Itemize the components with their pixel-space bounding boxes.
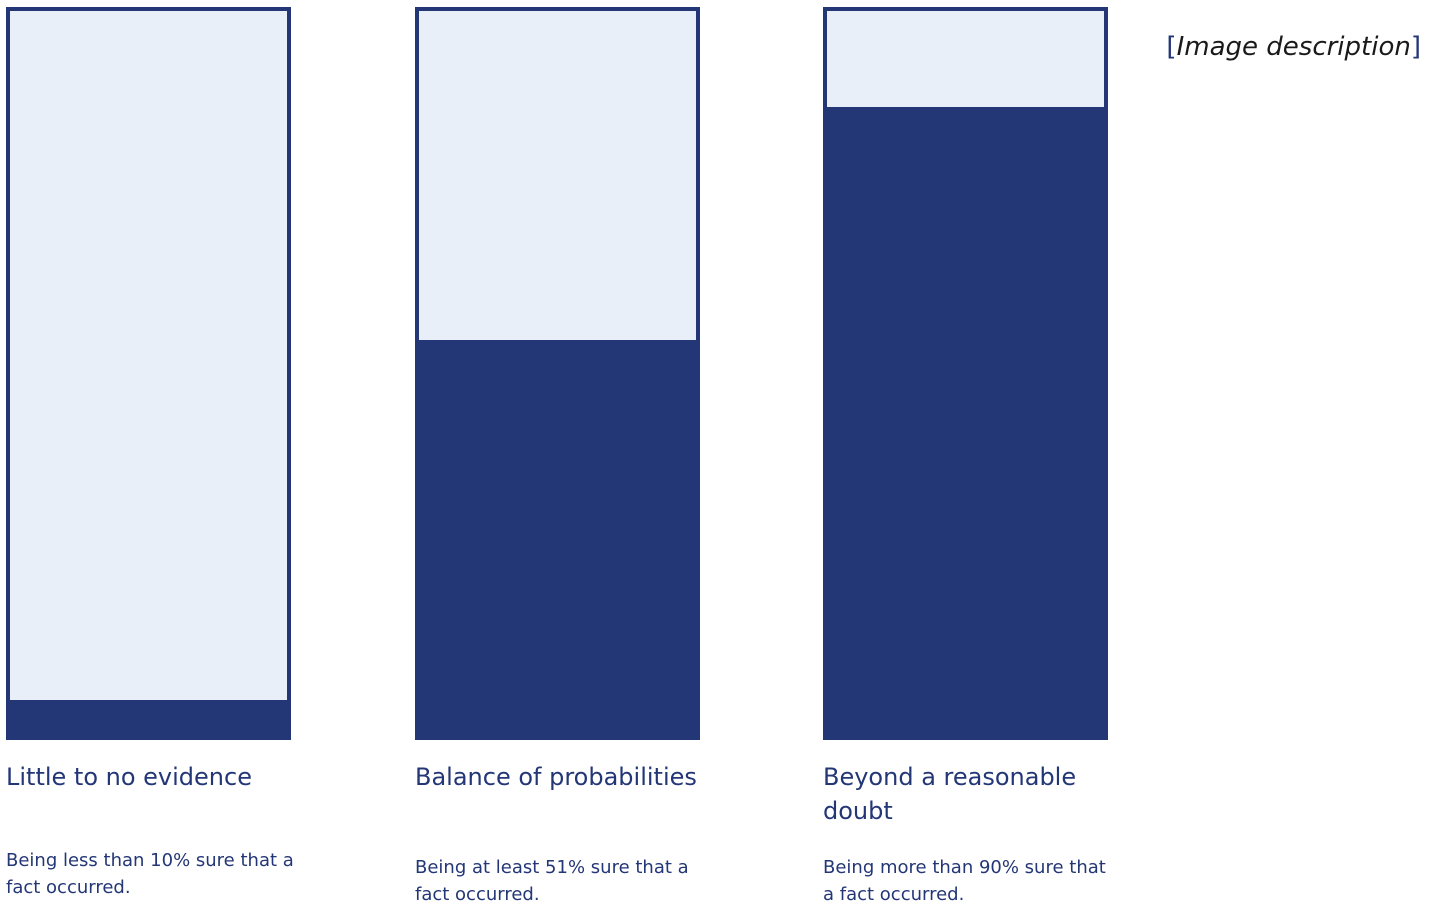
image-description-link[interactable]: [Image description]	[1166, 32, 1421, 62]
image-description-label[interactable]: Image description	[1176, 32, 1411, 62]
column-title: Beyond a reasonable doubt	[823, 763, 1077, 825]
column-description: Being more than 90% sure that a fact occ…	[823, 857, 1106, 905]
evidence-bar-fill	[10, 699, 287, 736]
open-bracket: [	[1166, 32, 1177, 62]
close-bracket: ]	[1410, 32, 1421, 62]
evidence-bar	[823, 7, 1108, 740]
evidence-bar	[415, 7, 700, 740]
column-description: Being at least 51% sure that a fact occu…	[415, 857, 689, 905]
evidence-bar-fill	[419, 340, 696, 736]
column-title: Little to no evidence	[6, 763, 252, 791]
column-title: Balance of probabilities	[415, 763, 697, 791]
column-description: Being less than 10% sure that a fact occ…	[6, 850, 294, 898]
evidence-bar-fill	[827, 107, 1104, 736]
evidence-bar	[6, 7, 291, 740]
